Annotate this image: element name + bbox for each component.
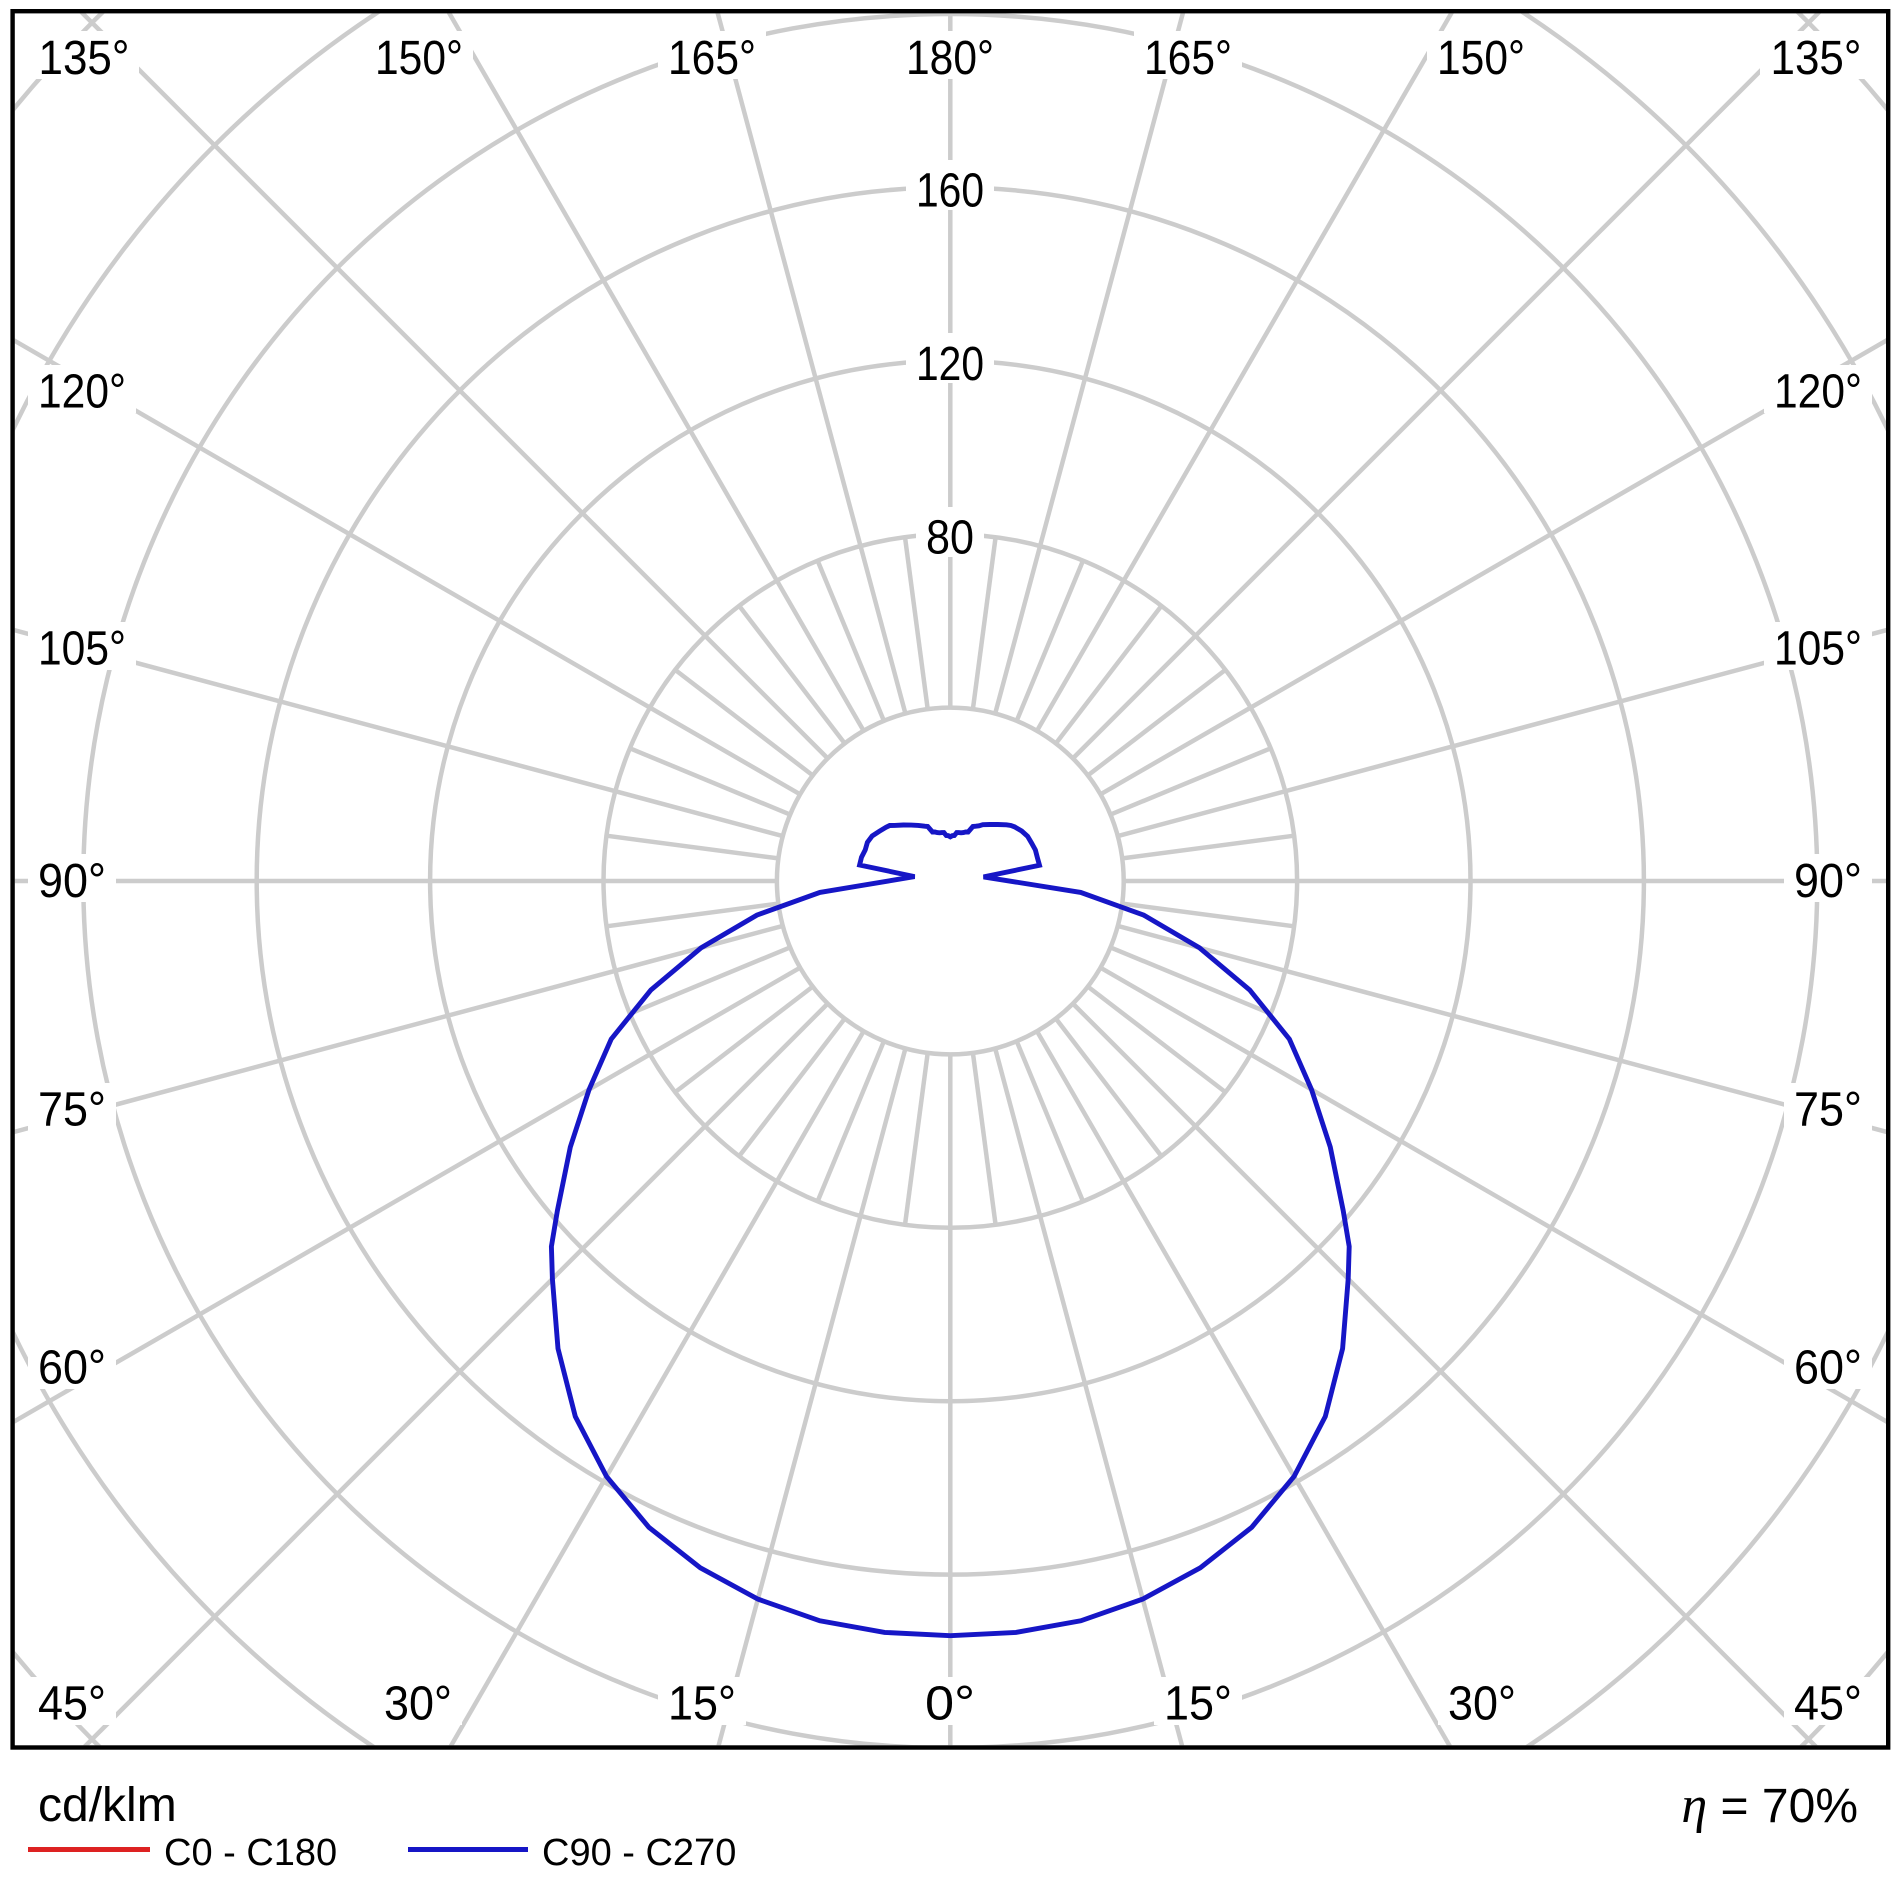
svg-text:135°: 135° xyxy=(39,32,130,85)
svg-text:180°: 180° xyxy=(906,32,994,85)
svg-text:90°: 90° xyxy=(38,855,106,908)
svg-text:75°: 75° xyxy=(38,1084,106,1137)
svg-text:105°: 105° xyxy=(38,623,126,676)
svg-text:160: 160 xyxy=(916,165,984,218)
svg-text:C0 - C180: C0 - C180 xyxy=(164,1832,337,1874)
svg-text:30°: 30° xyxy=(384,1678,452,1731)
svg-text:75°: 75° xyxy=(1794,1084,1862,1137)
svg-text:45°: 45° xyxy=(1794,1678,1862,1731)
svg-text:0°: 0° xyxy=(925,1678,975,1731)
svg-text:60°: 60° xyxy=(1794,1342,1862,1395)
svg-text:15°: 15° xyxy=(1164,1678,1232,1731)
svg-text:15°: 15° xyxy=(668,1678,736,1731)
svg-text:135°: 135° xyxy=(1771,32,1862,85)
svg-text:150°: 150° xyxy=(375,32,463,85)
svg-text:C90 - C270: C90 - C270 xyxy=(542,1832,736,1874)
svg-text:cd/klm: cd/klm xyxy=(38,1779,177,1832)
svg-text:80: 80 xyxy=(926,512,974,565)
svg-text:105°: 105° xyxy=(1774,623,1862,676)
svg-text:120°: 120° xyxy=(38,366,126,419)
svg-text:30°: 30° xyxy=(1448,1678,1516,1731)
svg-text:165°: 165° xyxy=(668,32,756,85)
svg-text:90°: 90° xyxy=(1794,855,1862,908)
svg-text:60°: 60° xyxy=(38,1342,106,1395)
svg-text:η = 70%: η = 70% xyxy=(1681,1777,1858,1834)
svg-text:150°: 150° xyxy=(1437,32,1525,85)
svg-text:120°: 120° xyxy=(1774,366,1862,419)
svg-text:165°: 165° xyxy=(1144,32,1232,85)
svg-text:120: 120 xyxy=(916,338,984,391)
svg-text:45°: 45° xyxy=(38,1678,106,1731)
